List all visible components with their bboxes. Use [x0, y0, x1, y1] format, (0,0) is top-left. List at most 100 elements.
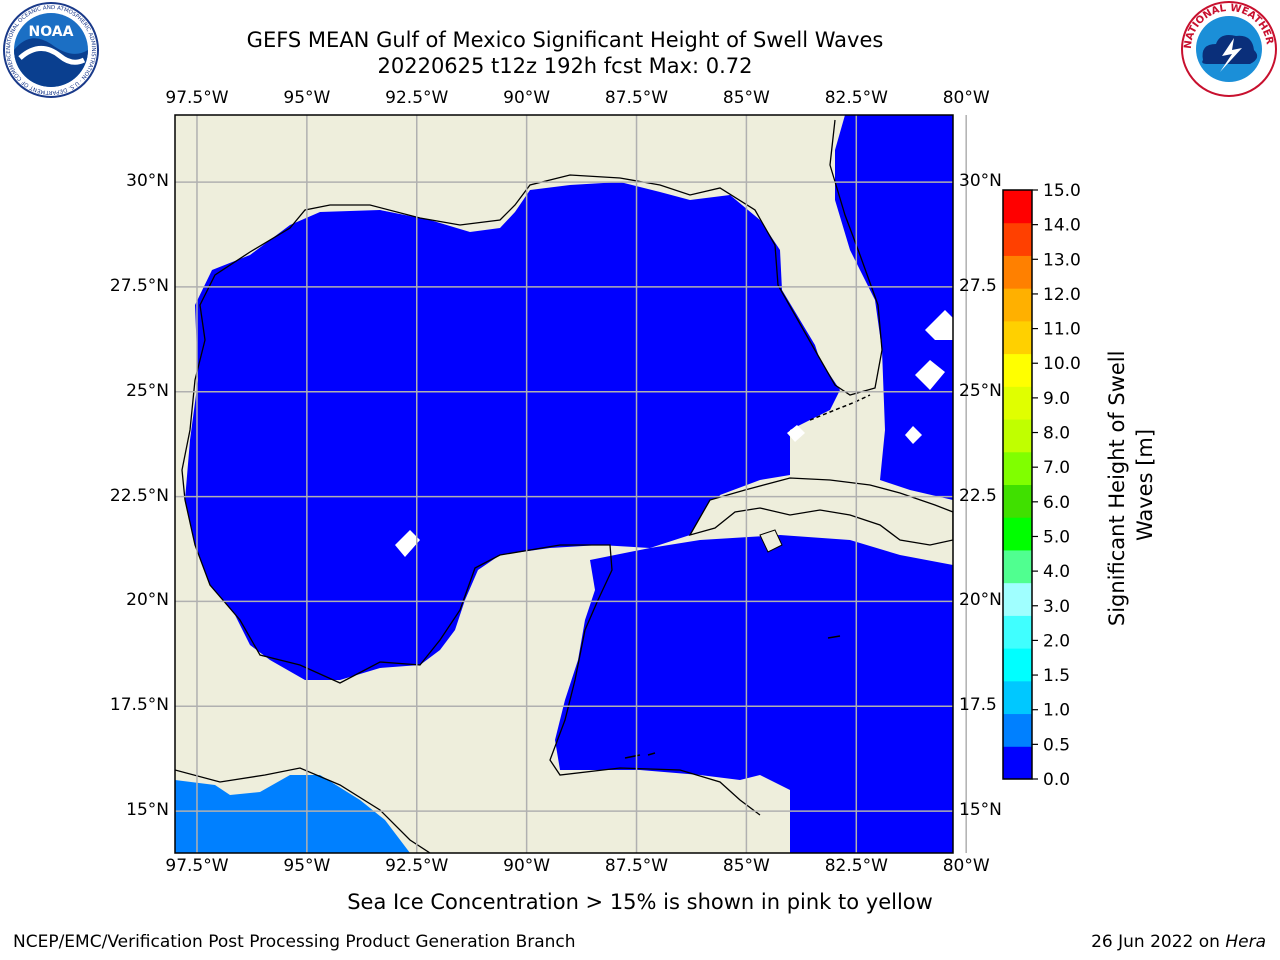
- colorbar-tick-label: 7.0: [1043, 458, 1070, 478]
- colorbar-tick-label: 11.0: [1043, 320, 1081, 340]
- lat-label-left: 17.5°N: [109, 695, 169, 716]
- lon-label-bottom: 95°W: [283, 856, 331, 876]
- lon-label-bottom: 85°W: [722, 856, 770, 876]
- colorbar-tick-label: 12.0: [1043, 285, 1081, 305]
- footer-host: Hera: [1225, 932, 1266, 952]
- lat-label-right: 22.5: [959, 485, 997, 506]
- colorbar-tick-label: 5.0: [1043, 527, 1070, 547]
- missing-data-patch: [925, 310, 953, 340]
- lat-label-right: 25°N: [959, 380, 1002, 401]
- colorbar-tick-label: 15.0: [1043, 181, 1081, 201]
- colorbar-tick-label: 8.0: [1043, 424, 1070, 444]
- lat-label-right: 17.5: [959, 695, 997, 716]
- noaa-logo-text: NOAA: [29, 24, 74, 40]
- colorbar-segment: [1003, 549, 1032, 584]
- noaa-logo: NOAA NATIONAL OCEANIC AND ATMOSPHERIC AD…: [3, 2, 99, 98]
- lon-label-top: 82.5°W: [824, 88, 888, 108]
- colorbar-segment: [1003, 419, 1032, 453]
- map-frame: [174, 114, 954, 854]
- lat-label-left: 20°N: [126, 590, 169, 611]
- coastline: [184, 499, 761, 816]
- missing-data-patch: [395, 530, 420, 557]
- colorbar-segment: [1003, 451, 1032, 485]
- footer-credit: NCEP/EMC/Verification Post Processing Pr…: [13, 932, 576, 952]
- colorbar-tick-label: 6.0: [1043, 493, 1070, 513]
- lon-label-top: 92.5°W: [385, 88, 449, 108]
- colorbar-tick-label: 2.0: [1043, 631, 1070, 651]
- coastline: [181, 119, 883, 501]
- colorbar-tick-label: 9.0: [1043, 389, 1070, 409]
- caribbean-swell-field: [555, 535, 953, 853]
- coastline: [175, 767, 431, 853]
- lon-label-top: 87.5°W: [604, 88, 669, 108]
- lat-label-left: 15°N: [126, 800, 169, 821]
- lat-label-right: 20°N: [959, 590, 1002, 611]
- lon-label-bottom: 80°W: [942, 856, 990, 876]
- lon-label-bottom: 97.5°W: [165, 856, 229, 876]
- lat-label-left: 22.5°N: [109, 485, 169, 506]
- colorbar-segment: [1003, 648, 1032, 682]
- graticule: [175, 115, 967, 853]
- lon-label-bottom: 92.5°W: [385, 856, 449, 876]
- gulf-swell-field: [185, 182, 840, 680]
- lat-label-right: 30°N: [959, 171, 1002, 192]
- colorbar-tick-label: 0.0: [1043, 770, 1070, 790]
- sea-ice-note: Sea Ice Concentration > 15% is shown in …: [347, 890, 933, 914]
- lat-label-left: 25°N: [126, 380, 169, 401]
- cuba-landmass: [688, 477, 953, 546]
- colorbar-segment: [1003, 615, 1032, 649]
- colorbar-segment: [1003, 255, 1032, 289]
- footer-date-text: 26 Jun 2022 on: [1091, 932, 1226, 952]
- colorbar-tick-label: 1.5: [1043, 666, 1070, 686]
- atlantic-swell-field: [835, 115, 953, 500]
- lon-label-top: 80°W: [942, 88, 990, 108]
- svg-text:NATIONAL WEATHER SERVICE: NATIONAL WEATHER SERVICE: [0, 0, 1275, 49]
- nws-logo-ring: NATIONAL WEATHER SERVICE: [0, 0, 1275, 49]
- colorbar-segment: [1003, 353, 1032, 387]
- colorbar-tick-label: 0.5: [1043, 735, 1070, 755]
- colorbar-frame: [1002, 189, 1033, 780]
- colorbar-segment: [1003, 680, 1032, 715]
- cayman-islands: [624, 635, 841, 759]
- lat-label-right: 27.5: [959, 275, 997, 296]
- colorbar-segment: [1003, 386, 1032, 420]
- colorbar-tick-label: 13.0: [1043, 250, 1081, 270]
- nws-logo: NATIONAL WEATHER SERVICE: [0, 0, 1277, 97]
- colorbar-segment: [1003, 517, 1032, 551]
- colorbar-segment: [1003, 484, 1032, 518]
- lat-label-right: 15°N: [959, 800, 1002, 821]
- colorbar: 0.0 0.5 1.0 1.5 2.0 3.0 4.0 5.0 6.0 7.0 8.0 9.0 10.0…: [1002, 181, 1081, 790]
- colorbar-segment: [1003, 190, 1032, 224]
- chart-subtitle: 20220625 t12z 192h fcst Max: 0.72: [377, 54, 753, 78]
- isla-de-la-juventud: [759, 529, 783, 553]
- lon-label-bottom: 82.5°W: [824, 856, 888, 876]
- lat-label-left: 30°N: [126, 171, 169, 192]
- colorbar-tick-label: 1.0: [1043, 701, 1070, 721]
- lon-label-bottom: 90°W: [503, 856, 551, 876]
- footer-date: 26 Jun 2022 on Hera: [1091, 932, 1266, 952]
- colorbar-tick-label: 10.0: [1043, 354, 1081, 374]
- pacific-swell-field: [175, 775, 410, 853]
- colorbar-segment: [1003, 746, 1032, 780]
- colorbar-tick-label: 4.0: [1043, 562, 1070, 582]
- colorbar-segment: [1003, 320, 1032, 355]
- colorbar-tick-label: 14.0: [1043, 216, 1081, 236]
- florida-keys: [809, 394, 871, 421]
- colorbar-tick-label: 3.0: [1043, 597, 1070, 617]
- lon-label-top: 85°W: [722, 88, 770, 108]
- lon-label-top: 95°W: [283, 88, 331, 108]
- missing-data-patch: [915, 360, 945, 390]
- colorbar-segment: [1003, 222, 1032, 256]
- missing-data-patch: [787, 425, 805, 442]
- colorbar-segment: [1003, 288, 1032, 322]
- chart-title: GEFS MEAN Gulf of Mexico Significant Hei…: [246, 28, 884, 52]
- lon-label-bottom: 87.5°W: [604, 856, 669, 876]
- colorbar-segment: [1003, 582, 1032, 616]
- missing-data-patch: [905, 426, 922, 444]
- colorbar-segment: [1003, 713, 1032, 747]
- lon-label-top: 90°W: [503, 88, 551, 108]
- colorbar-label: Significant Height of Swell Waves [m]: [1105, 344, 1157, 626]
- lat-label-left: 27.5°N: [109, 275, 169, 296]
- lon-label-top: 97.5°W: [165, 88, 229, 108]
